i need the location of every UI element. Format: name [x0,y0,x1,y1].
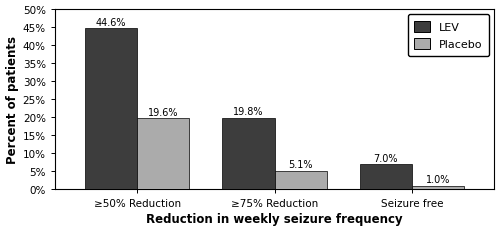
Legend: LEV, Placebo: LEV, Placebo [408,15,489,57]
X-axis label: Reduction in weekly seizure frequency: Reduction in weekly seizure frequency [146,213,403,225]
Text: 19.8%: 19.8% [234,107,264,117]
Bar [222,118,274,189]
Text: 44.6%: 44.6% [96,18,126,27]
Bar [138,119,190,189]
Text: 1.0%: 1.0% [426,174,450,184]
Bar [274,171,327,189]
Y-axis label: Percent of patients: Percent of patients [6,36,18,163]
Text: 7.0%: 7.0% [374,153,398,163]
Bar [412,186,464,189]
Text: 19.6%: 19.6% [148,107,178,118]
Bar [360,164,412,189]
Bar [85,29,138,189]
Text: 5.1%: 5.1% [288,160,313,170]
